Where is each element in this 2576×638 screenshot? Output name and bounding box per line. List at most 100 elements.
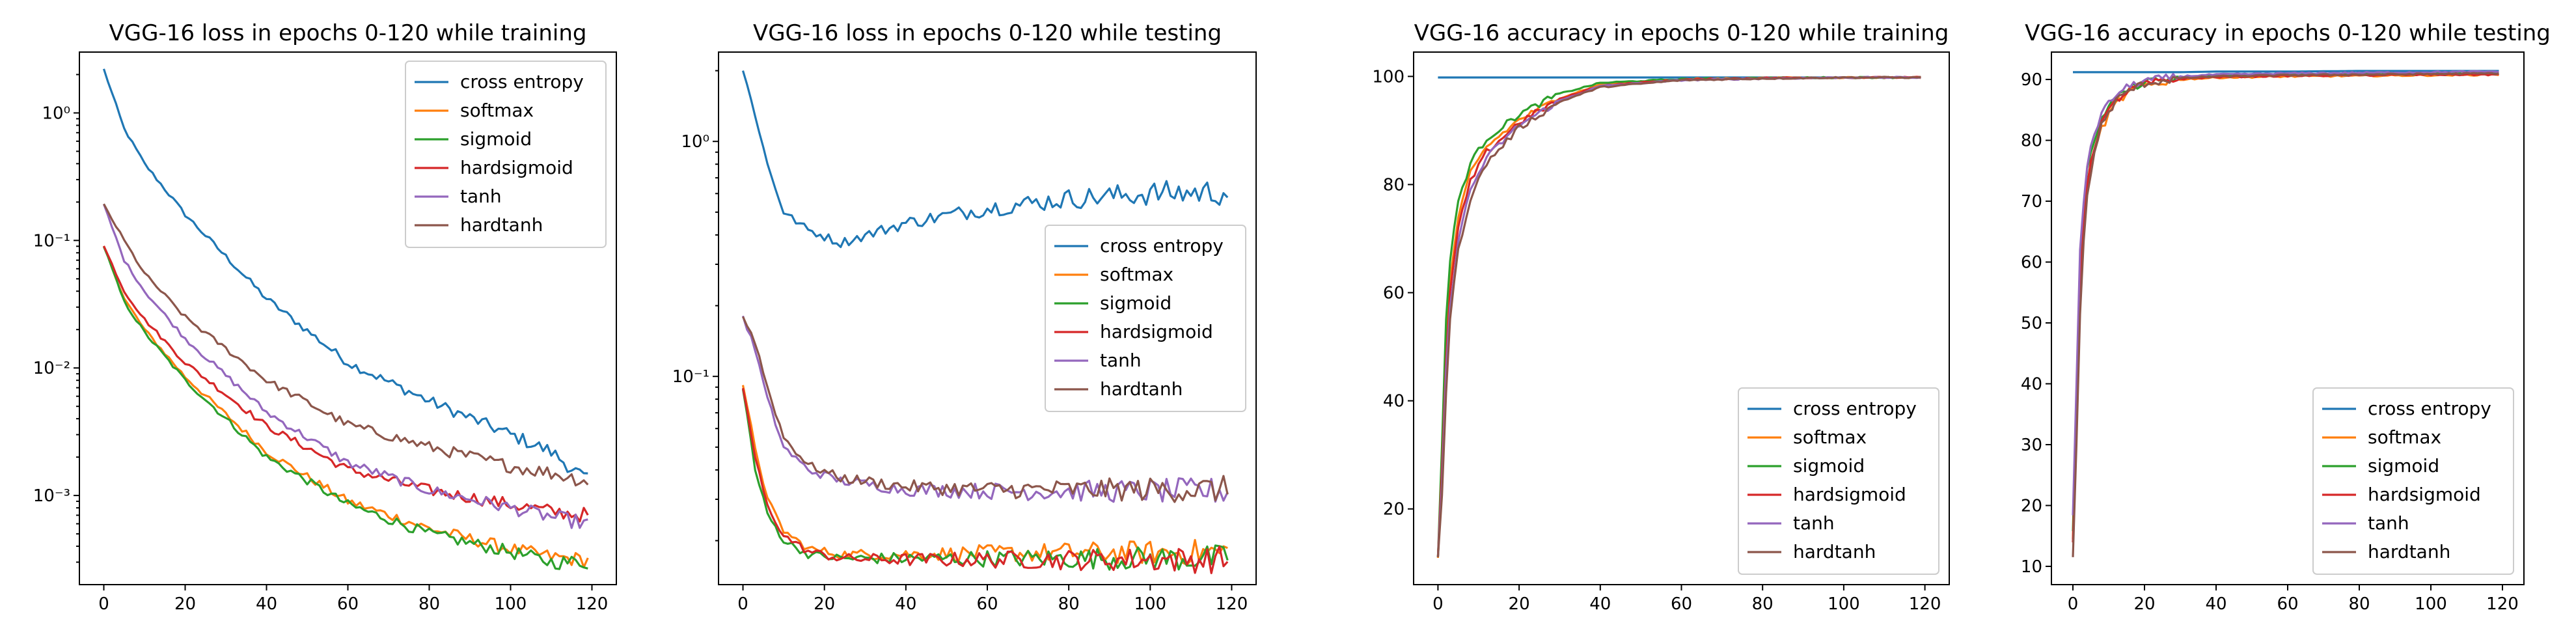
axes-frame <box>1413 51 1950 585</box>
series-line-softmax <box>741 385 1228 566</box>
legend-label: hardsigmoid <box>1100 321 1213 342</box>
series-line-hardtanh <box>742 316 1229 503</box>
legend-frame <box>405 61 607 248</box>
series-group <box>1436 76 1921 558</box>
legend-frame <box>2312 387 2514 575</box>
x-tick-label: 20 <box>814 594 835 614</box>
series-line-hardtanh <box>1436 76 1921 557</box>
y-tick-label: 40 <box>1383 392 1404 411</box>
chart-title: VGG-16 accuracy in epochs 0-120 while te… <box>2025 20 2551 46</box>
legend-label: hardtanh <box>460 214 543 236</box>
chart-4: VGG-16 accuracy in epochs 0-120 while te… <box>2021 20 2551 614</box>
legend: cross entropy softmax sigmoid hardsigmoid ta… <box>405 61 607 248</box>
series-group <box>102 68 589 570</box>
legend-label: cross entropy <box>2368 398 2491 419</box>
legend-label: softmax <box>2368 426 2441 448</box>
y-tick-label: 90 <box>2021 70 2042 90</box>
series-line-hardsigmoid <box>103 245 589 523</box>
legend-label: hardsigmoid <box>2368 484 2481 505</box>
chart-title: VGG-16 loss in epochs 0-120 while traini… <box>109 20 587 46</box>
x-tick-label: 80 <box>2348 594 2370 614</box>
legend-frame <box>1738 387 1939 575</box>
axes-frame <box>79 51 617 585</box>
series-line-softmax <box>103 245 589 568</box>
x-tick-label: 80 <box>1058 594 1080 614</box>
x-tick-label: 60 <box>1671 594 1692 614</box>
x-tick-label: 0 <box>98 594 109 614</box>
x-tick-label: 20 <box>2133 594 2155 614</box>
series-line-hardtanh <box>2072 72 2499 557</box>
x-tick-label: 100 <box>495 594 527 614</box>
legend-label: hardtanh <box>1793 541 1876 562</box>
chart-3: VGG-16 accuracy in epochs 0-120 while tr… <box>1372 20 1950 614</box>
y-tick-label: 10⁻¹ <box>33 231 70 251</box>
x-tick-label: 60 <box>2277 594 2298 614</box>
legend: cross entropy softmax sigmoid hardsigmoid ta… <box>1045 225 1246 412</box>
legend-frame <box>1045 225 1246 412</box>
y-tick-label: 100 <box>1372 67 1404 87</box>
y-tick-label: 80 <box>2021 132 2042 151</box>
x-tick-label: 40 <box>2205 594 2227 614</box>
series-line-tanh <box>741 315 1229 503</box>
x-tick-label: 100 <box>1134 594 1166 614</box>
x-tick-label: 60 <box>976 594 998 614</box>
legend-label: sigmoid <box>460 128 532 150</box>
legend-label: hardtanh <box>1100 378 1183 400</box>
x-tick-label: 60 <box>337 594 359 614</box>
x-tick-label: 0 <box>2068 594 2079 614</box>
x-tick-label: 20 <box>1509 594 1530 614</box>
y-tick-label: 60 <box>2021 253 2042 273</box>
chart-title: VGG-16 accuracy in epochs 0-120 while tr… <box>1414 20 1949 46</box>
legend-label: cross entropy <box>1100 235 1224 257</box>
y-tick-label: 10⁰ <box>681 132 709 152</box>
x-tick-label: 80 <box>1752 594 1774 614</box>
y-tick-label: 60 <box>1383 284 1404 303</box>
x-tick-label: 80 <box>418 594 440 614</box>
series-group <box>2072 70 2499 557</box>
y-tick-label: 10⁰ <box>42 104 70 123</box>
series-group <box>741 70 1229 575</box>
series-line-sigmoid <box>103 246 588 570</box>
x-tick-label: 40 <box>256 594 277 614</box>
x-tick-label: 40 <box>1589 594 1611 614</box>
y-tick-label: 20 <box>2021 496 2042 516</box>
y-tick-label: 70 <box>2021 192 2042 212</box>
series-line-tanh <box>2072 70 2499 516</box>
chart-title: VGG-16 loss in epochs 0-120 while testin… <box>753 20 1222 46</box>
legend-label: hardsigmoid <box>1793 484 1906 505</box>
x-tick-label: 120 <box>1216 594 1248 614</box>
legend-label: sigmoid <box>1100 292 1172 314</box>
legend-label: hardsigmoid <box>460 157 573 178</box>
legend-label: softmax <box>1793 426 1867 448</box>
legend-label: sigmoid <box>2368 455 2439 477</box>
legend-label: softmax <box>460 100 534 121</box>
y-tick-label: 50 <box>2021 314 2042 333</box>
axes-frame <box>718 51 1257 585</box>
series-line-cross-entropy <box>741 70 1229 249</box>
y-tick-label: 40 <box>2021 374 2042 394</box>
legend-label: tanh <box>1793 512 1835 534</box>
legend: cross entropy softmax sigmoid hardsigmoid ta… <box>1738 387 1939 575</box>
chart-2: VGG-16 loss in epochs 0-120 while testin… <box>672 20 1257 614</box>
series-line-hardsigmoid <box>741 387 1229 575</box>
chart-1: VGG-16 loss in epochs 0-120 while traini… <box>33 20 617 614</box>
y-tick-label: 30 <box>2021 436 2042 455</box>
legend-label: cross entropy <box>460 71 584 92</box>
y-tick-label: 10⁻³ <box>33 486 70 506</box>
x-tick-label: 120 <box>576 594 609 614</box>
x-tick-label: 120 <box>2486 594 2519 614</box>
series-line-hardtanh <box>103 203 589 487</box>
legend-label: sigmoid <box>1793 455 1865 477</box>
axes-frame <box>2051 51 2525 585</box>
legend-label: cross entropy <box>1793 398 1917 419</box>
legend-label: softmax <box>1100 264 1173 285</box>
x-tick-label: 0 <box>737 594 748 614</box>
series-line-cross-entropy <box>2073 70 2499 74</box>
y-tick-label: 10 <box>2021 557 2042 577</box>
legend-label: tanh <box>1100 350 1142 371</box>
legend-label: tanh <box>460 186 502 207</box>
x-tick-label: 20 <box>174 594 196 614</box>
series-line-cross-entropy <box>102 68 588 475</box>
y-tick-label: 10⁻¹ <box>672 367 709 387</box>
